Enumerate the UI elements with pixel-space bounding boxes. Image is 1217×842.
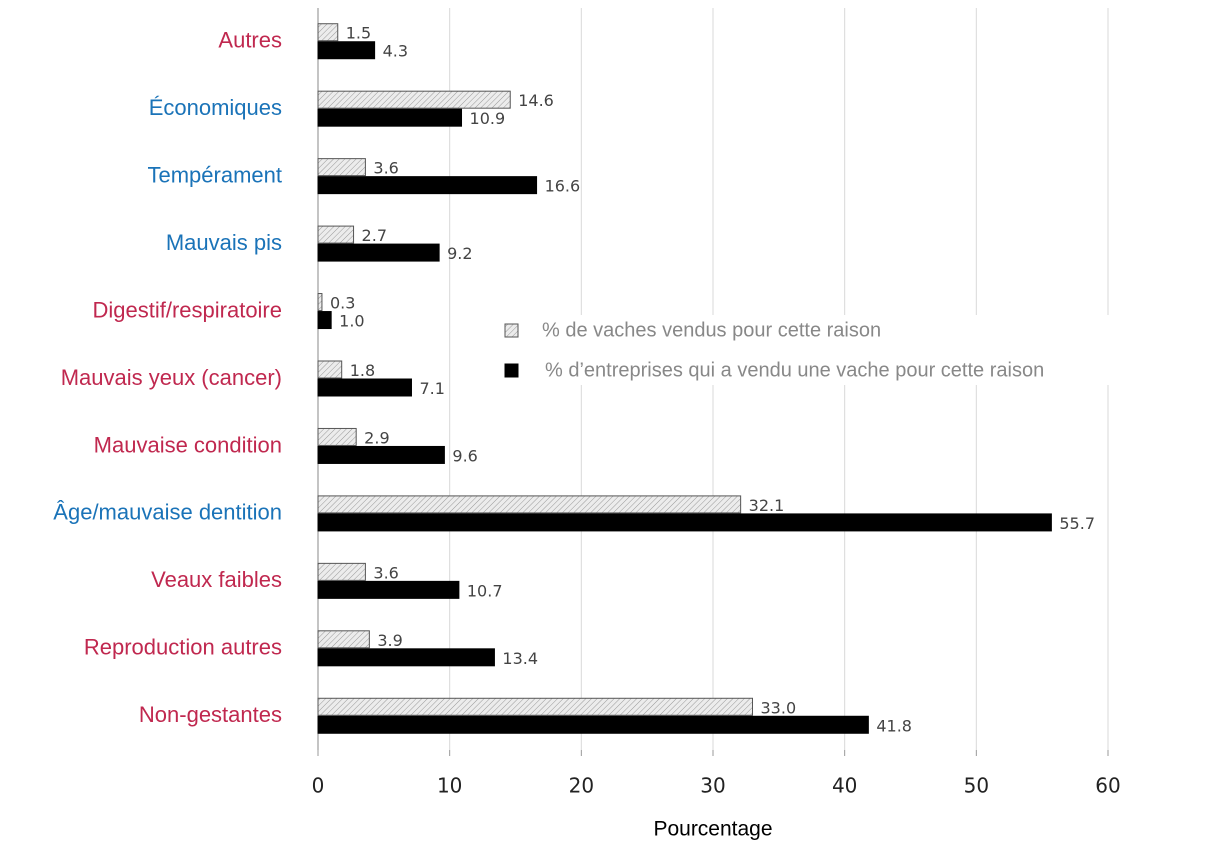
bar xyxy=(317,580,460,599)
bar xyxy=(317,513,1052,532)
bar xyxy=(317,495,742,514)
bar xyxy=(317,630,370,649)
x-tick-label: 40 xyxy=(832,774,857,798)
data-label: 32.1 xyxy=(749,496,785,515)
x-tick-label: 50 xyxy=(964,774,989,798)
y-tick-label: Veaux faibles xyxy=(151,567,282,592)
legend-label: % d’entreprises qui a vendu une vache po… xyxy=(545,359,1044,381)
bar xyxy=(317,360,343,379)
legend-label: % de vaches vendus pour cette raison xyxy=(542,319,881,341)
data-label: 1.0 xyxy=(339,312,364,331)
data-label: 41.8 xyxy=(876,716,912,735)
bar xyxy=(317,648,495,667)
bar xyxy=(317,715,869,734)
data-label: 14.6 xyxy=(518,91,554,110)
bar xyxy=(317,41,376,60)
data-label: 9.6 xyxy=(452,446,477,465)
legend-background xyxy=(495,315,1215,385)
y-tick-label: Non-gestantes xyxy=(139,702,282,727)
data-label: 1.8 xyxy=(350,361,375,380)
y-tick-label: Autres xyxy=(218,28,282,53)
x-tick-label: 60 xyxy=(1095,774,1120,798)
data-label: 2.7 xyxy=(362,226,387,245)
bar xyxy=(317,108,463,127)
bar xyxy=(317,23,339,42)
data-label: 13.4 xyxy=(502,649,538,668)
y-tick-label: Âge/mauvaise dentition xyxy=(53,500,282,525)
data-label: 3.6 xyxy=(373,159,398,178)
x-tick-label: 30 xyxy=(700,774,725,798)
data-label: 2.9 xyxy=(364,428,389,447)
data-label: 10.9 xyxy=(470,109,506,128)
legend-swatch xyxy=(504,363,519,378)
bar xyxy=(317,311,332,330)
x-axis-label: Pourcentage xyxy=(653,818,772,841)
data-label: 3.6 xyxy=(373,563,398,582)
bar xyxy=(317,176,538,195)
bar xyxy=(317,90,511,109)
x-tick-label: 10 xyxy=(437,774,462,798)
bar xyxy=(317,697,753,716)
bar xyxy=(317,243,440,262)
data-label: 1.5 xyxy=(346,24,371,43)
data-label: 10.7 xyxy=(467,581,503,600)
y-tick-label: Économiques xyxy=(149,95,282,120)
data-label: 33.0 xyxy=(761,698,797,717)
data-label: 0.3 xyxy=(330,294,355,313)
x-tick-label: 0 xyxy=(312,774,325,798)
y-tick-label: Mauvais yeux (cancer) xyxy=(61,365,282,390)
y-tick-label: Mauvaise condition xyxy=(94,432,282,457)
bar xyxy=(317,293,323,312)
bar xyxy=(317,562,366,581)
x-tick-label: 20 xyxy=(569,774,594,798)
data-label: 55.7 xyxy=(1059,514,1095,533)
data-label: 16.6 xyxy=(545,177,581,196)
legend-swatch xyxy=(504,323,519,338)
y-tick-label: Tempérament xyxy=(147,162,282,187)
data-label: 4.3 xyxy=(383,42,408,61)
y-tick-label: Mauvais pis xyxy=(166,230,282,255)
bar xyxy=(317,158,366,177)
bar xyxy=(317,445,445,464)
data-label: 9.2 xyxy=(447,244,472,263)
bar xyxy=(317,378,412,397)
data-label: 3.9 xyxy=(377,631,402,650)
y-tick-label: Reproduction autres xyxy=(84,635,282,660)
bar xyxy=(317,427,357,446)
y-tick-label: Digestif/respiratoire xyxy=(92,297,282,322)
bar xyxy=(317,225,355,244)
data-label: 7.1 xyxy=(419,379,444,398)
